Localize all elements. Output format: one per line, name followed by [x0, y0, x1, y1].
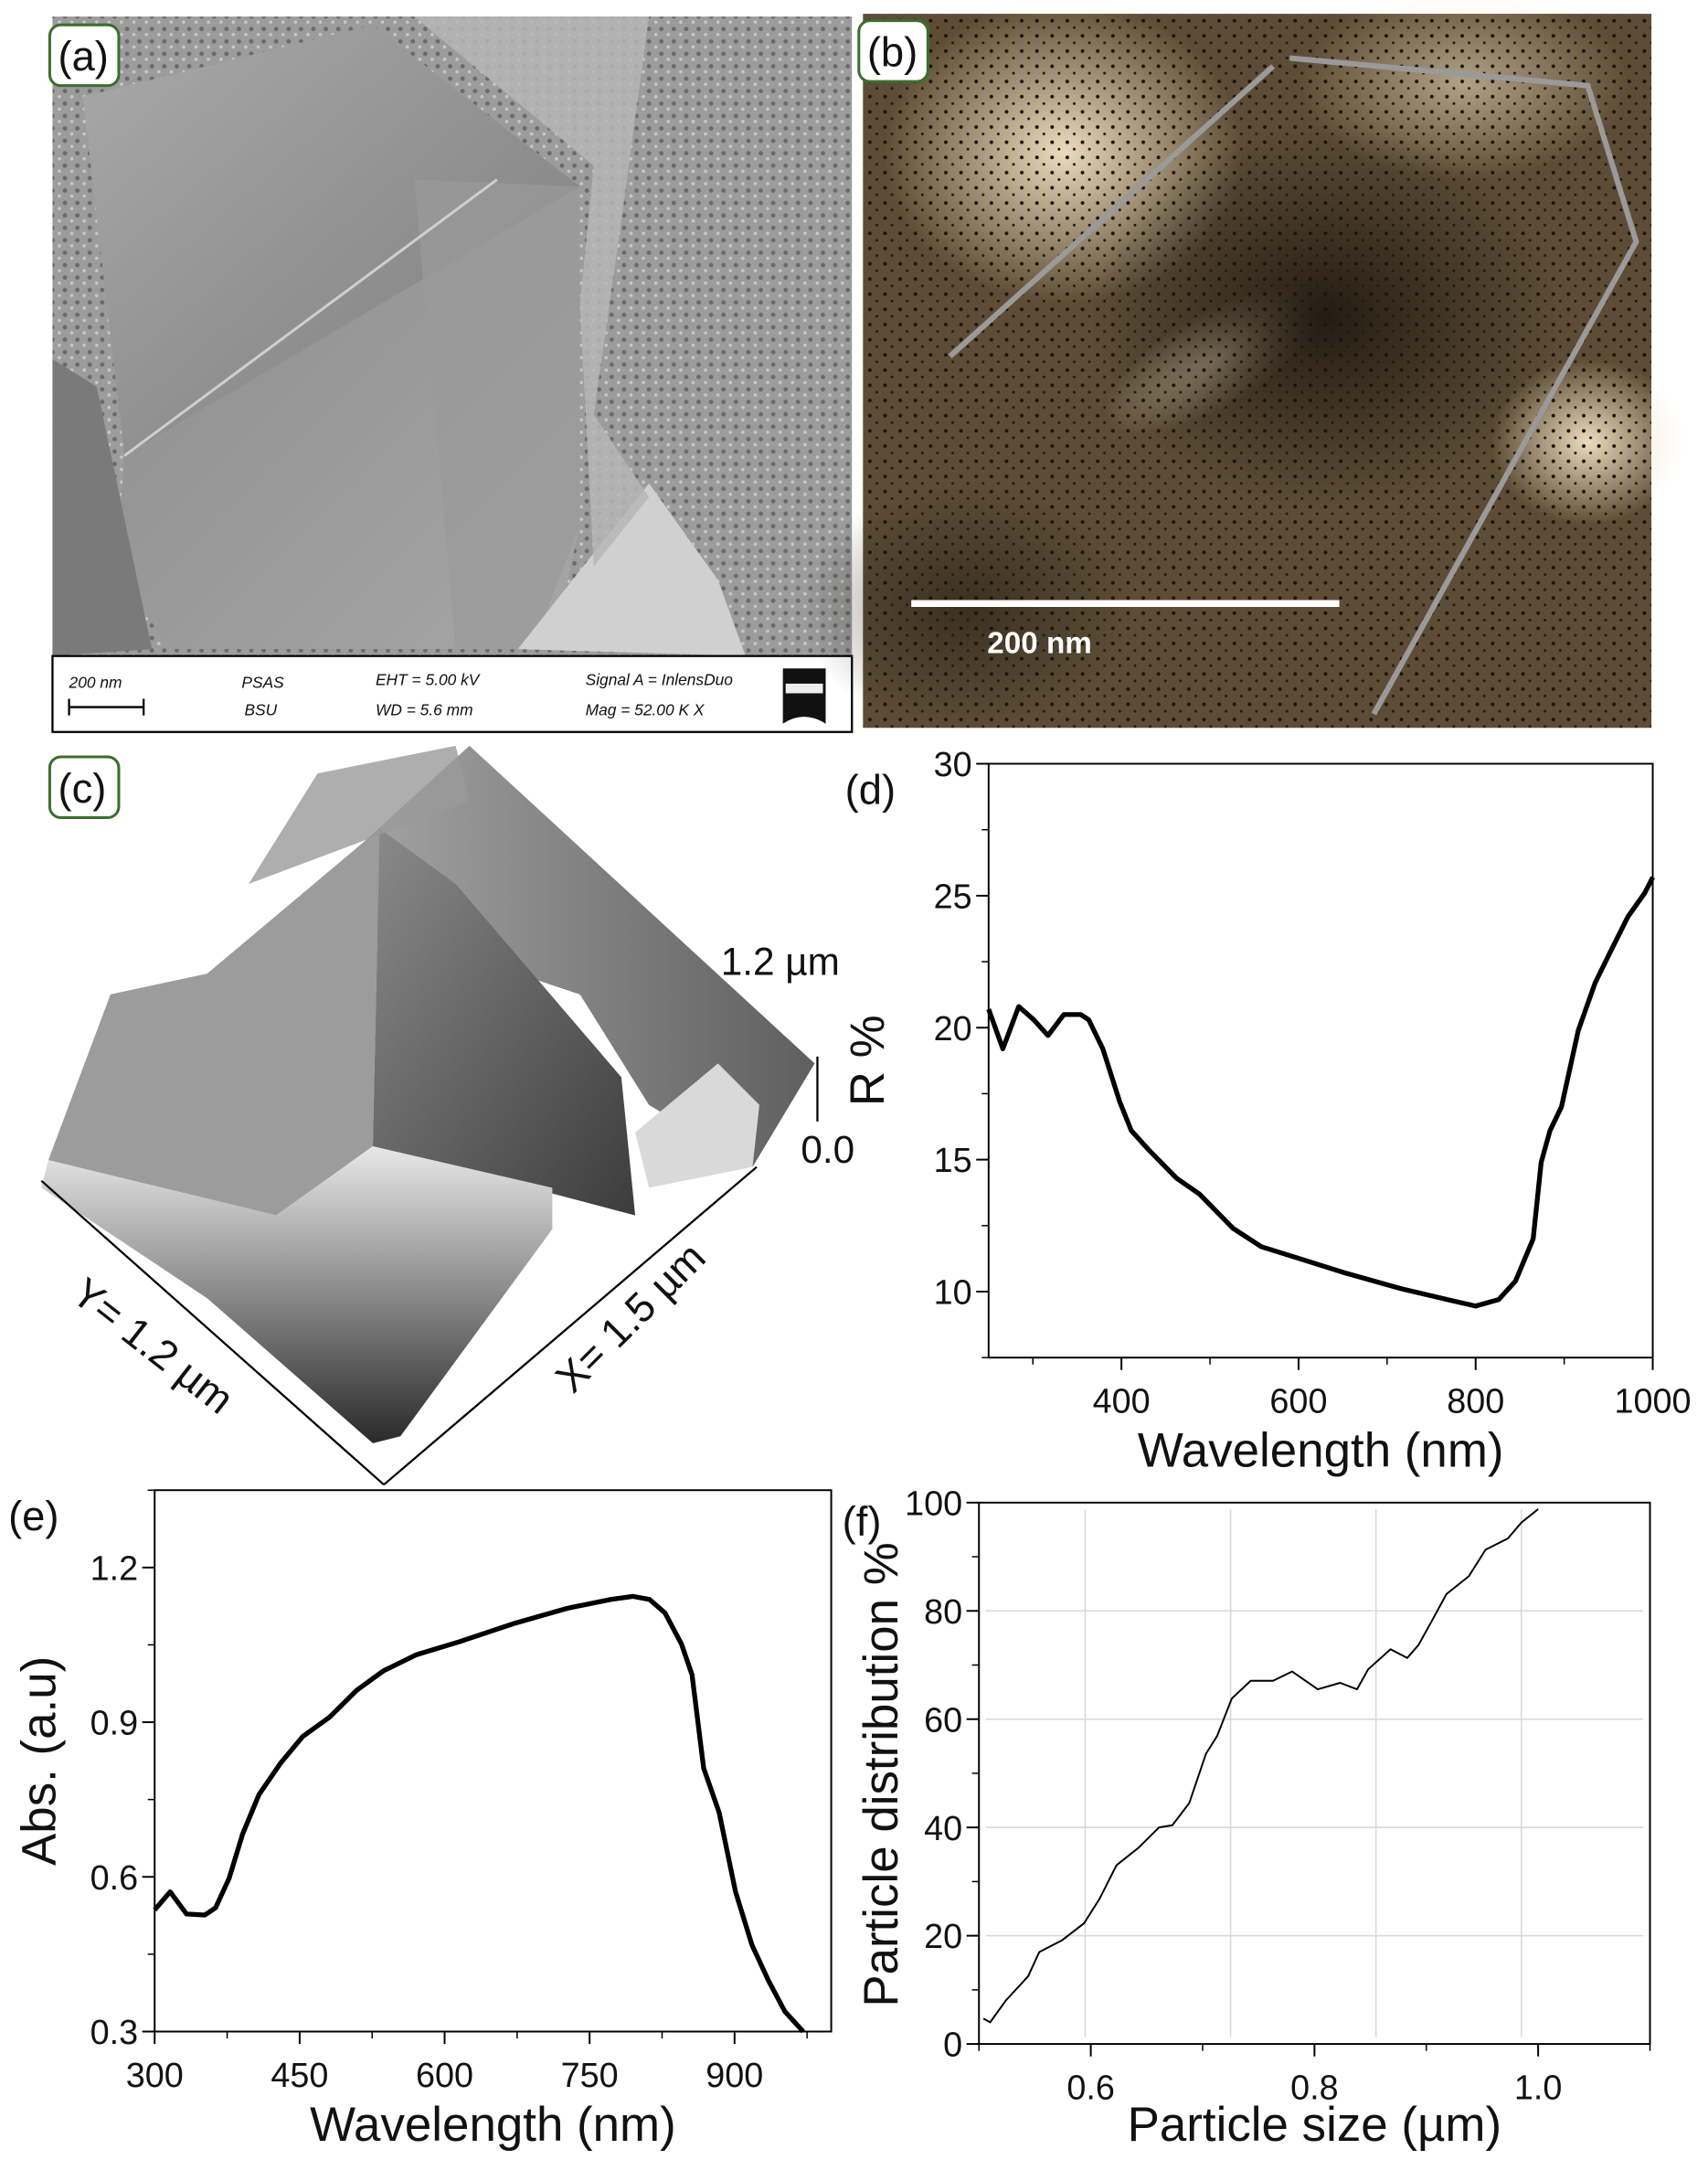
x-axis-title: Wavelength (nm) [1138, 1424, 1504, 1478]
chart-particle-distribution: 0.6 0.8 1.0 0 20 40 60 80 100 Particle size (µm) P… [854, 1484, 1651, 2152]
info-signal: Signal A = InlensDuo [586, 670, 734, 688]
y-tick-label: 1.2 [90, 1549, 139, 1588]
x-tick-label: 1000 [1615, 1383, 1692, 1421]
plot-frame [978, 1501, 1651, 2046]
info-org-1: PSAS [241, 673, 284, 691]
z-max-label: 1.2 µm [721, 941, 840, 984]
z-min-label: 0.0 [801, 1128, 854, 1171]
y-tick-label: 60 [924, 1701, 962, 1740]
y-tick-label: 0.3 [90, 2014, 139, 2052]
y-axis-line [40, 1179, 385, 1486]
info-wd: WD = 5.6 mm [376, 701, 473, 719]
svg-text:(c): (c) [58, 765, 106, 812]
x-tick-label: 600 [416, 2057, 473, 2095]
series-line [986, 876, 1655, 1309]
y-tick-label: 10 [934, 1274, 972, 1313]
panel-label-a: (a) [48, 23, 121, 88]
series-line [982, 1508, 1539, 2024]
x-axis-title: Particle size (µm) [1128, 2098, 1501, 2152]
chart-reflectance: 400 600 800 1000 10 15 20 25 30 Wavelength (nm) R … [841, 746, 1692, 1477]
x-axis-label: X= 1.5 µm [546, 1233, 715, 1401]
y-tick-label: 0.6 [90, 1859, 139, 1898]
x-tick-label: 450 [271, 2057, 328, 2095]
series-line [153, 1593, 805, 2034]
svg-text:(a): (a) [58, 33, 108, 80]
svg-text:(b): (b) [867, 29, 918, 76]
y-tick-label: 80 [924, 1593, 962, 1632]
y-axis-title: Particle distribution % [854, 1542, 908, 2006]
panel-label-b: (b) [857, 19, 929, 83]
y-tick-label: 0 [943, 2027, 962, 2065]
y-tick-label: 100 [905, 1484, 962, 1523]
panel-a-sem-image [52, 16, 853, 656]
panel-label-c: (c) [48, 755, 121, 819]
y-axis-title: R % [841, 1015, 895, 1106]
chart-absorbance: 300 450 600 750 900 0.3 0.6 0.9 1.2 Wavelength (n… [12, 1489, 833, 2152]
y-tick-label: 40 [924, 1810, 962, 1848]
plot-frame [987, 762, 1654, 1359]
pyramid-right-face [372, 828, 636, 1216]
x-tick-label: 750 [561, 2057, 619, 2095]
info-org-2: BSU [244, 701, 277, 719]
y-tick-label: 15 [934, 1142, 972, 1180]
scale-bar-icon [68, 698, 145, 716]
crystal-top-face [82, 25, 580, 456]
panel-label-e: (e) [8, 1493, 58, 1539]
y-axis-title: Abs. (a.u) [12, 1656, 66, 1866]
x-tick-label: 800 [1447, 1383, 1504, 1421]
crystal-outline [948, 64, 1276, 359]
info-eht: EHT = 5.00 kV [376, 670, 481, 688]
x-axis-line [383, 1165, 758, 1486]
y-tick-label: 20 [924, 1918, 962, 1956]
info-scale: 200 nm [69, 673, 122, 691]
y-tick-label: 25 [934, 878, 972, 916]
panel-label-d: (d) [845, 766, 896, 813]
matrix-band [414, 16, 650, 567]
crystal-lower-right [517, 483, 746, 656]
x-axis-title: Wavelength (nm) [310, 2098, 676, 2152]
x-tick-label: 900 [705, 2057, 763, 2095]
panel-label-f: (f) [843, 1498, 882, 1545]
zeiss-logo [782, 668, 826, 724]
y-tick-label: 20 [934, 1010, 972, 1048]
panel-b-image: 200 nm [801, 0, 1685, 732]
info-mag: Mag = 52.00 K X [586, 701, 705, 719]
x-tick-label: 600 [1269, 1383, 1327, 1421]
pyramid-left-face [48, 828, 380, 1216]
x-tick-label: 300 [126, 2057, 184, 2095]
y-tick-label: 30 [934, 746, 972, 784]
plot-frame [154, 1489, 833, 2033]
y-tick-label: 0.9 [90, 1705, 139, 1743]
sem-info-bar: 200 nm PSAS BSU EHT = 5.00 kV WD = 5.6 m… [51, 654, 854, 733]
panel-c-afm-3d: 1.2 µm 0.0 Y= 1.2 µm X= 1.5 µm [40, 745, 854, 1486]
x-tick-label: 400 [1093, 1383, 1151, 1421]
surface-front-edge [41, 1146, 553, 1443]
x-tick-label: 1.0 [1514, 2070, 1563, 2108]
x-tick-label: 0.6 [1066, 2070, 1115, 2108]
x-tick-label: 0.8 [1290, 2070, 1339, 2108]
scale-bar-label: 200 nm [987, 627, 1091, 661]
